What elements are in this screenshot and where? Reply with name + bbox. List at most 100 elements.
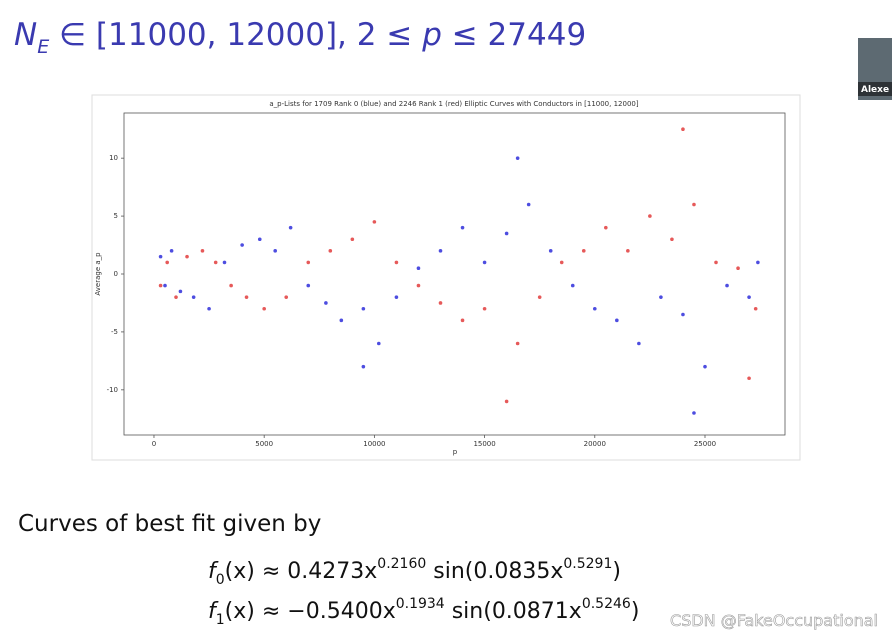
presenter-name: Alexe (861, 85, 889, 95)
scatter-point (736, 266, 740, 271)
formula-part: f (208, 559, 219, 584)
scatter-point (681, 312, 685, 317)
scatter-point (747, 295, 751, 299)
scatter-point (376, 341, 381, 346)
formula: f0(x) ≈ 0.4273x0.2160 sin(0.0835x0.5291) (208, 556, 621, 588)
scatter-point (615, 318, 619, 323)
chart: a_p-Lists for 1709 Rank 0 (blue) and 224… (94, 100, 786, 456)
scatter-point (169, 249, 174, 253)
scatter-point (659, 295, 663, 299)
scatter-point (460, 225, 465, 230)
formula-exponent: 0.5246 (582, 596, 631, 612)
y-tick-label: 5 (114, 212, 118, 220)
scatter-point (581, 249, 586, 253)
scatter-point (756, 260, 760, 265)
scatter-point (361, 306, 366, 311)
formula-subscript: 1 (216, 612, 225, 628)
scatter-point (681, 127, 685, 132)
scatter-point (372, 220, 377, 224)
scatter-point (626, 249, 630, 253)
scatter-point (438, 301, 443, 305)
caption: Curves of best fit given by (18, 511, 321, 537)
scatter-point (328, 249, 333, 253)
scatter-point (200, 249, 205, 253)
watermark: CSDN @FakeOccupational (670, 611, 878, 630)
scatter-point (178, 289, 183, 294)
scatter-point (284, 295, 289, 299)
scatter-point (526, 202, 531, 207)
scatter-point (213, 260, 218, 265)
scatter-point (637, 341, 641, 346)
scatter-point (324, 301, 328, 305)
formula-part: f (208, 599, 219, 624)
scatter-point (559, 260, 564, 265)
scatter-point (515, 156, 520, 160)
x-tick-label: 5000 (255, 440, 273, 448)
y-axis-label: Average a_p (94, 252, 102, 296)
formula-exponent: 0.1934 (396, 596, 445, 612)
scatter-point (648, 214, 652, 218)
chart-title: a_p-Lists for 1709 Rank 0 (blue) and 224… (269, 100, 638, 108)
scatter-point (692, 202, 696, 207)
y-tick-label: 10 (109, 154, 118, 162)
scatter-point (165, 260, 169, 265)
scatter-point (158, 254, 163, 259)
formula-part: (x) ≈ 0.4273x (225, 559, 378, 584)
formula: f1(x) ≈ −0.5400x0.1934 sin(0.0871x0.5246… (208, 596, 639, 628)
heading-symbol: N (14, 17, 37, 53)
scatter-point (504, 231, 509, 236)
scatter-point (273, 249, 277, 253)
scatter-point (244, 295, 249, 299)
scatter-point (416, 283, 421, 288)
y-tick-label: 0 (114, 270, 118, 278)
scatter-point (438, 249, 443, 253)
scatter-point (725, 283, 729, 288)
heading: NE ∈ [11000, 12000], 2 ≤ p ≤ 27449 (14, 17, 586, 58)
formula-part: (x) ≈ −0.5400x (225, 599, 396, 624)
y-tick-label: -10 (107, 386, 118, 394)
x-tick-label: 10000 (363, 440, 385, 448)
scatter-point (670, 237, 674, 242)
presenter-thumbnail: Alexe (858, 38, 892, 100)
scatter-point (570, 283, 575, 288)
formula-subscript: 0 (216, 572, 225, 588)
formula-exponent: 0.5291 (563, 556, 612, 572)
y-tick-label: -5 (111, 328, 118, 336)
scatter-point (703, 364, 707, 369)
chart-frame (91, 94, 801, 461)
scatter-point (394, 295, 399, 299)
formula-part: sin(0.0871x (445, 599, 582, 624)
scatter-point (592, 306, 597, 311)
heading-symbol: p (421, 17, 442, 53)
scatter-point (306, 260, 311, 265)
scatter-point (306, 283, 311, 288)
scatter-point (537, 295, 542, 299)
scatter-point (191, 295, 196, 299)
heading-text: ∈ [11000, 12000], 2 ≤ (49, 17, 422, 53)
x-axis-label: p (453, 448, 458, 456)
scatter-point (604, 225, 608, 230)
x-tick-label: 20000 (584, 440, 606, 448)
scatter-point (185, 254, 189, 259)
x-tick-label: 25000 (694, 440, 716, 448)
scatter-point (350, 237, 355, 242)
scatter-point (714, 260, 718, 265)
formula-part: ) (612, 559, 621, 584)
scatter-point (515, 341, 520, 346)
scatter-point (339, 318, 344, 323)
scatter-point (207, 306, 211, 311)
formula-exponent: 0.2160 (377, 556, 426, 572)
scatter-point (262, 306, 266, 311)
x-tick-label: 15000 (473, 440, 495, 448)
scatter-point (174, 295, 178, 299)
scatter-point (416, 266, 421, 271)
scatter-point (482, 260, 487, 265)
heading-subscript: E (37, 36, 49, 58)
scatter-point (288, 225, 293, 230)
scatter-point (747, 376, 751, 381)
formula-part: ) (631, 599, 640, 624)
scatter-point (158, 283, 163, 288)
scatter-point (257, 237, 262, 242)
scatter-point (504, 399, 509, 404)
